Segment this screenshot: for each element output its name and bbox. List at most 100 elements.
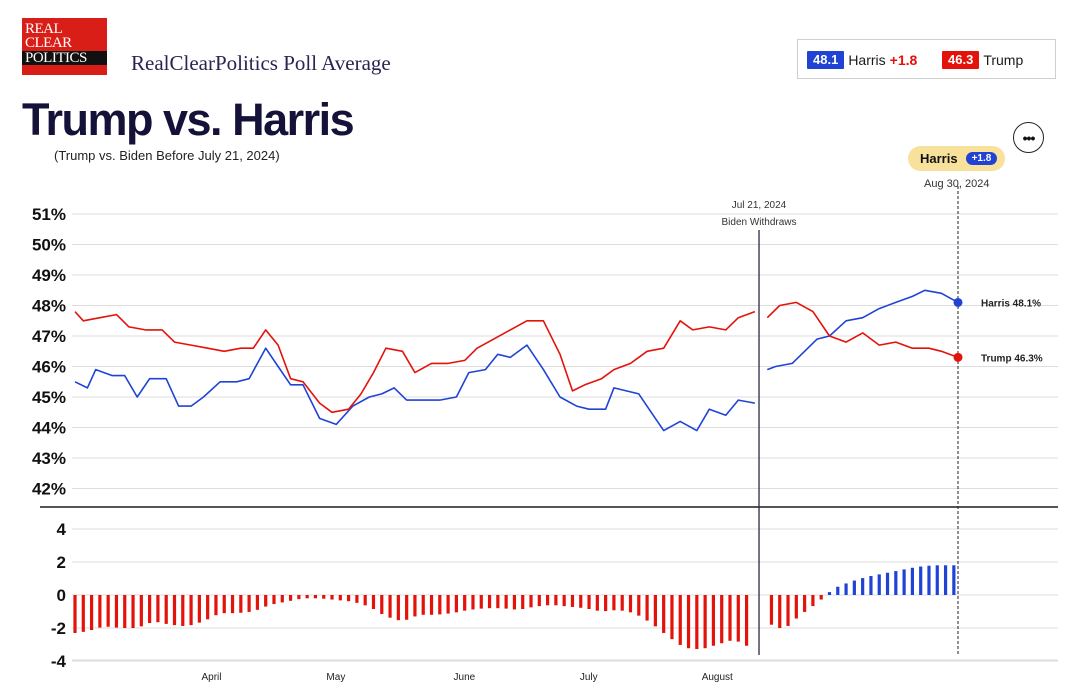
logo-line-2: CLEAR [25,35,72,51]
spread-bar [264,595,268,607]
harris-end-label: Harris 48.1% [981,298,1041,309]
spread-bar [280,595,284,603]
spread-bar [728,595,732,641]
spread-bar [405,595,409,620]
y-tick-label: 49% [32,266,66,285]
spread-bar [181,595,185,626]
spread-bar [811,595,815,607]
top-grid [40,213,1058,508]
x-tick-label: April [202,672,222,683]
spread-bar [604,595,608,612]
spread-bar [148,595,152,624]
event-label: Biden Withdraws [721,217,796,228]
spread-bar [852,580,856,595]
legend-box: 48.1 Harris +1.8 46.3 Trump [797,39,1056,79]
y-tick-label: 42% [32,480,66,499]
spread-bar [504,595,508,609]
spread-bar [562,595,566,607]
spread-bar [794,595,798,619]
spread-bar [471,595,475,610]
spread-bar [902,569,906,595]
spread-bar [355,595,359,603]
spread-bar [396,595,400,621]
y-tick-label: 43% [32,449,66,468]
spread-bar [744,595,749,646]
spread-bar [230,595,235,614]
spread-bar [695,595,699,650]
x-tick-label: May [326,672,345,683]
spread-bar [197,595,201,623]
spread-bar [645,595,649,621]
spread-bar [123,595,127,628]
spread-bar [338,595,342,601]
spread-bar [73,595,77,633]
spread-bar [670,595,674,640]
harris-name: Harris [848,52,886,68]
spread-bar [537,595,541,607]
event-date: Jul 21, 2024 [732,200,787,211]
spread-y-tick-label: -4 [51,652,67,671]
spread-bar [869,576,873,595]
spread-bar [877,574,881,595]
spread-bar [222,595,226,614]
spread-bar [827,592,832,595]
spread-bar [885,572,890,595]
trump-end-label: Trump 46.3% [981,353,1043,364]
spread-bar [579,595,583,608]
spread-bar [952,565,956,595]
spread-bar [98,595,102,628]
spread-bar [388,595,392,618]
series-line-harris [767,335,830,371]
spread-bar [363,595,367,606]
spread-bar [861,578,865,595]
x-tick-label: August [702,672,733,683]
y-tick-label: 48% [32,297,66,316]
spread-bar [156,595,160,623]
spread-bar [330,595,334,600]
spread-bar [595,595,599,611]
leader-spread: +1.8 [965,152,998,165]
leader-name: Harris [920,151,958,166]
spread-y-tick-label: 0 [57,586,66,605]
spread-bar [819,595,823,600]
series-line-trump [766,301,959,359]
spread-bar [786,595,790,626]
spread-bar [487,595,492,609]
y-tick-label: 47% [32,327,66,346]
event-markers: Jul 21, 2024 Biden Withdraws Harris 48.1% T… [721,186,1043,655]
rcp-logo[interactable]: REAL CLEAR POLITICS [22,18,107,75]
series-line-harris [74,344,756,432]
spread-bar [935,565,939,595]
spread-bar [206,595,210,620]
spread-bar [164,595,168,624]
spread-y-tick-label: 2 [57,553,66,572]
harris-end-dot [953,297,963,307]
y-tick-label: 44% [32,419,66,438]
spread-bar [297,595,301,600]
spread-y-axis-labels: 4 2 0 -2 -4 [51,520,67,671]
page-title: Trump vs. Harris [22,94,355,145]
leader-date: Aug 30, 2024 [924,178,990,190]
spread-bar [512,595,517,610]
y-tick-label: 51% [32,205,66,224]
spread-bar [272,595,276,605]
spread-bar [189,595,193,626]
spread-bar [89,595,94,631]
spread-bar [587,595,591,610]
spread-bar [454,595,458,613]
spread-bar [255,595,260,610]
more-icon: ••• [1022,129,1036,146]
spread-bar [463,595,467,611]
spread-bar [836,586,840,595]
spread-bar [429,595,434,615]
spread-bar [736,595,740,642]
spread-bar [803,595,807,612]
spread-bar [305,595,309,599]
logo-line-3: POLITICS [22,51,107,66]
leader-pill: Harris +1.8 [908,146,1005,171]
spread-bar [421,595,425,615]
title-note: (Trump vs. Biden Before July 21, 2024) [54,148,280,163]
more-options-button[interactable]: ••• [1013,122,1044,153]
series-lines [74,289,959,432]
